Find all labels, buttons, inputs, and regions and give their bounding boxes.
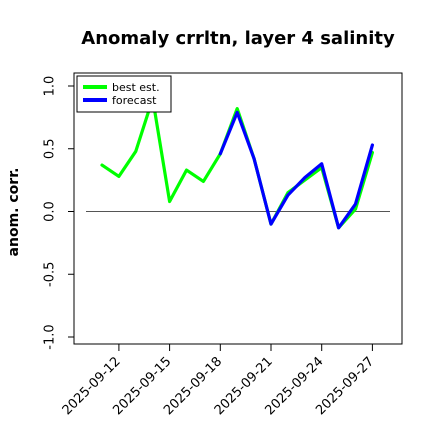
chart-title: Anomaly crrltn, layer 4 salinity [81,28,395,49]
plot-area-frame [73,72,403,345]
chart-legend: best est.forecast [76,75,172,113]
chart-marks: -1.0-0.50.00.51.02025-09-122025-09-15202… [43,76,390,418]
y-tick-label: -0.5 [43,262,58,287]
y-tick-label: 1.0 [43,76,58,97]
y-axis-label: anom. corr. [6,168,22,257]
legend-box [76,75,172,113]
legend-label: forecast [112,94,157,107]
y-tick-label: 0.5 [43,138,58,159]
series-line-forecast [218,110,374,230]
y-tick-label: 0.0 [43,201,58,222]
legend-label: best est. [112,81,160,94]
y-tick-label: -1.0 [43,324,58,349]
